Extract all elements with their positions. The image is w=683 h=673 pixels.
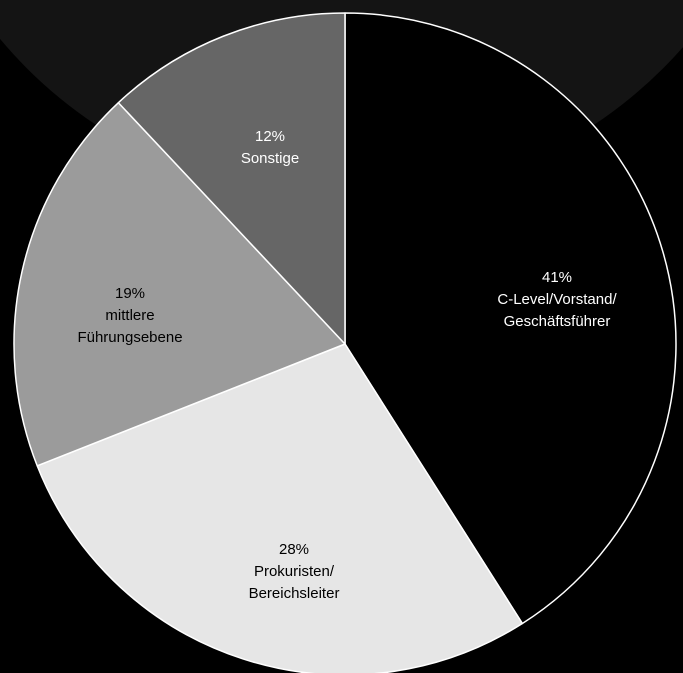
pie-slices — [13, 12, 677, 673]
pie-labels: 41% C-Level/Vorstand/Geschäftsführer 28% Pr… — [77, 128, 617, 602]
slice-label-line: C-Level/Vorstand/ — [497, 291, 617, 308]
slice-label-line: mittlere — [105, 307, 154, 324]
slice-label-3: 19% mittlere Führungsebene — [77, 285, 182, 346]
slice-label-line: Bereichsleiter — [249, 585, 340, 602]
slice-label-line: 41% — [542, 269, 572, 286]
slice-label-1: 41% C-Level/Vorstand/Geschäftsführer — [497, 269, 617, 330]
pie-slice-4 — [117, 12, 346, 345]
slice-label-2: 28% Prokuristen/Bereichsleiter — [249, 541, 340, 602]
pie-slice-1 — [344, 12, 677, 625]
slice-label-line: Prokuristen/ — [254, 563, 335, 580]
slice-label-line: 28% — [279, 541, 309, 558]
slice-label-4: 12% Sonstige — [241, 128, 299, 167]
slice-label-line: Geschäftsführer — [504, 313, 611, 330]
pie-slice-2 — [36, 343, 524, 673]
pie-slice-3 — [13, 101, 346, 467]
slice-label-line: 19% — [115, 285, 145, 302]
slice-label-line: Sonstige — [241, 150, 299, 167]
slice-label-line: 12% — [255, 128, 285, 145]
slice-label-line: Führungsebene — [77, 329, 182, 346]
